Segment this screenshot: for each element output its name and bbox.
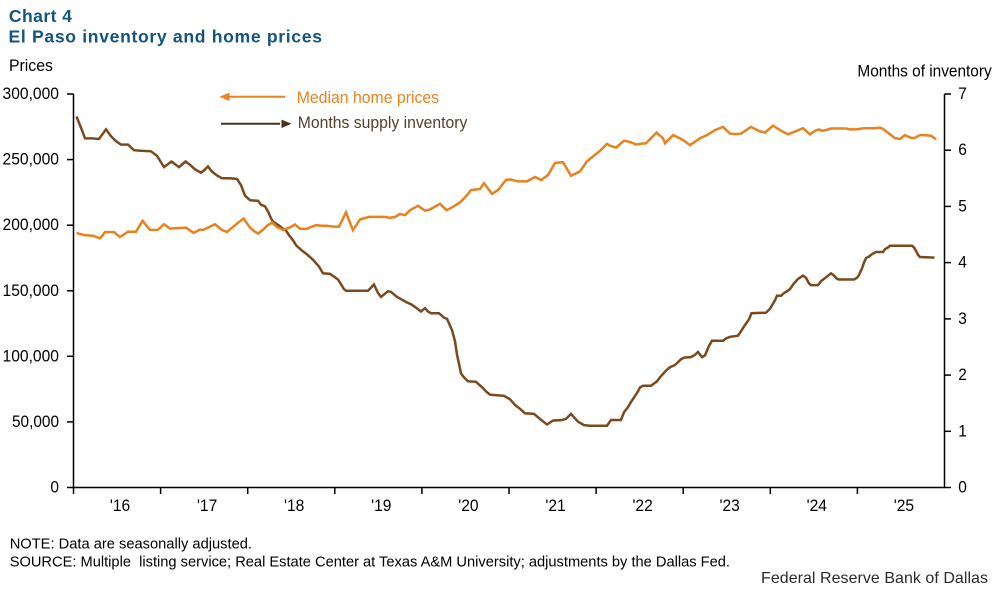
svg-text:Months supply inventory: Months supply inventory [298, 114, 468, 132]
svg-text:NOTE: Data are seasonally adju: NOTE: Data are seasonally adjusted. [10, 535, 252, 552]
svg-text:SOURCE: Multiple listing serv: SOURCE: Multiple listing service; Real E… [10, 553, 730, 570]
svg-text:5: 5 [958, 197, 967, 215]
svg-text:4: 4 [958, 254, 967, 272]
svg-text:'18: '18 [284, 497, 304, 515]
svg-text:Prices: Prices [9, 57, 53, 75]
svg-text:'16: '16 [110, 497, 130, 515]
svg-text:300,000: 300,000 [3, 85, 60, 103]
svg-text:Months of inventory: Months of inventory [857, 63, 992, 81]
svg-text:6: 6 [958, 141, 967, 159]
svg-text:Federal Reserve Bank of Dallas: Federal Reserve Bank of Dallas [761, 570, 988, 587]
svg-text:100,000: 100,000 [3, 347, 60, 365]
svg-text:1: 1 [958, 422, 967, 440]
svg-text:200,000: 200,000 [3, 216, 60, 234]
svg-text:250,000: 250,000 [3, 151, 60, 169]
svg-text:'23: '23 [720, 497, 740, 515]
svg-text:'21: '21 [545, 497, 565, 515]
svg-text:150,000: 150,000 [3, 282, 60, 300]
svg-text:Median home prices: Median home prices [297, 89, 439, 107]
svg-text:'17: '17 [197, 497, 217, 515]
svg-text:'22: '22 [632, 497, 652, 515]
svg-text:0: 0 [50, 479, 59, 497]
svg-text:'24: '24 [807, 497, 827, 515]
svg-text:2: 2 [958, 366, 967, 384]
svg-text:'25: '25 [894, 497, 914, 515]
svg-text:Chart 4: Chart 4 [9, 6, 72, 26]
svg-text:7: 7 [958, 85, 967, 103]
svg-text:'20: '20 [458, 497, 478, 515]
svg-text:50,000: 50,000 [12, 413, 59, 431]
svg-text:'19: '19 [371, 497, 391, 515]
svg-text:3: 3 [958, 310, 967, 328]
svg-text:El Paso inventory and home pri: El Paso inventory and home prices [9, 27, 323, 47]
svg-text:0: 0 [958, 479, 967, 497]
